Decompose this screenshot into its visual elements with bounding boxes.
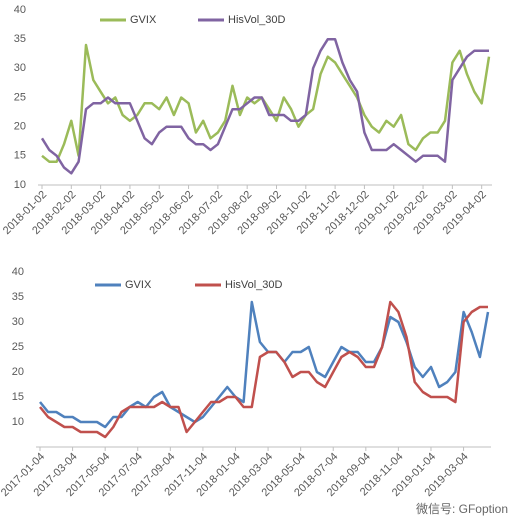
y-tick-label: 35 [14, 33, 26, 45]
y-tick-label: 20 [12, 366, 24, 378]
y-tick-label: 10 [12, 416, 24, 428]
series-line [39, 300, 490, 429]
y-tick-label: 20 [14, 121, 26, 133]
watermark: 微信号: GFoption [416, 502, 508, 516]
y-tick-label: 15 [12, 391, 24, 403]
y-tick-label: 30 [12, 316, 24, 328]
y-tick-label: 40 [12, 266, 24, 278]
y-tick-label: 35 [12, 291, 24, 303]
legend-label: GVIX [125, 279, 152, 291]
legend-label: HisVol_30D [228, 14, 286, 26]
series-line [39, 300, 488, 439]
legend-label: HisVol_30D [225, 279, 283, 291]
y-tick-label: 15 [14, 150, 26, 162]
series-line [40, 37, 489, 175]
y-tick-label: 40 [14, 4, 26, 16]
y-tick-label: 30 [14, 62, 26, 74]
y-tick-label: 25 [12, 341, 24, 353]
y-tick-label: 10 [14, 179, 26, 191]
y-tick-label: 25 [14, 91, 26, 103]
legend-label: GVIX [130, 14, 157, 26]
